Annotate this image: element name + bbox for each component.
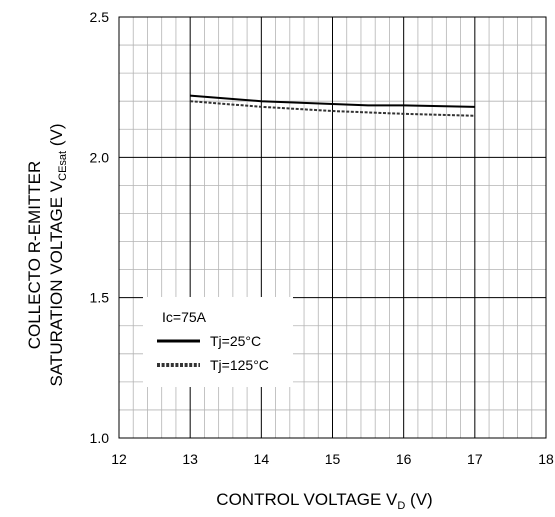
- y-tick-label: 1.0: [90, 430, 110, 446]
- y-tick-label: 2.5: [90, 9, 110, 25]
- y-axis-title-line1: COLLECTO R-EMITTER: [25, 161, 44, 350]
- series-line-tj25: [190, 94, 475, 108]
- series-line-tj125: [190, 100, 475, 117]
- y-axis-title-subscript: CEsat: [57, 151, 69, 181]
- legend: Ic=75A Tj=25°C Tj=125°C: [157, 309, 269, 373]
- legend-header: Ic=75A: [162, 309, 207, 325]
- plot-frame: [118, 16, 547, 439]
- y-tick-label: 2.0: [90, 149, 110, 165]
- y-axis-title: COLLECTO R-EMITTER SATURATION VOLTAGE VC…: [25, 124, 69, 387]
- y-tick-label: 1.5: [90, 290, 110, 306]
- x-tick-label: 12: [111, 451, 127, 467]
- x-tick-label: 18: [538, 451, 554, 467]
- x-axis-title-subscript: D: [397, 500, 405, 512]
- x-axis-title: CONTROL VOLTAGE VD (V): [216, 490, 432, 512]
- legend-label-tj125: Tj=125°C: [210, 357, 269, 373]
- x-tick-label: 14: [254, 451, 270, 467]
- y-axis-title-line2-main: SATURATION VOLTAGE V: [47, 180, 66, 386]
- x-tick-label: 16: [396, 451, 412, 467]
- tick-labels: 12 13 14 15 16 17 18 1.0 1.5 2.0 2.5: [90, 9, 554, 467]
- y-axis-title-line2: SATURATION VOLTAGE VCEsat (V): [47, 124, 69, 387]
- x-tick-label: 15: [325, 451, 341, 467]
- legend-label-tj25: Tj=25°C: [210, 333, 261, 349]
- x-tick-label: 13: [182, 451, 198, 467]
- x-axis-title-unit: (V): [405, 490, 432, 509]
- y-axis-title-unit: (V): [47, 124, 66, 151]
- series-layer: [190, 94, 475, 117]
- x-tick-label: 17: [467, 451, 483, 467]
- x-axis-title-main: CONTROL VOLTAGE V: [216, 490, 398, 509]
